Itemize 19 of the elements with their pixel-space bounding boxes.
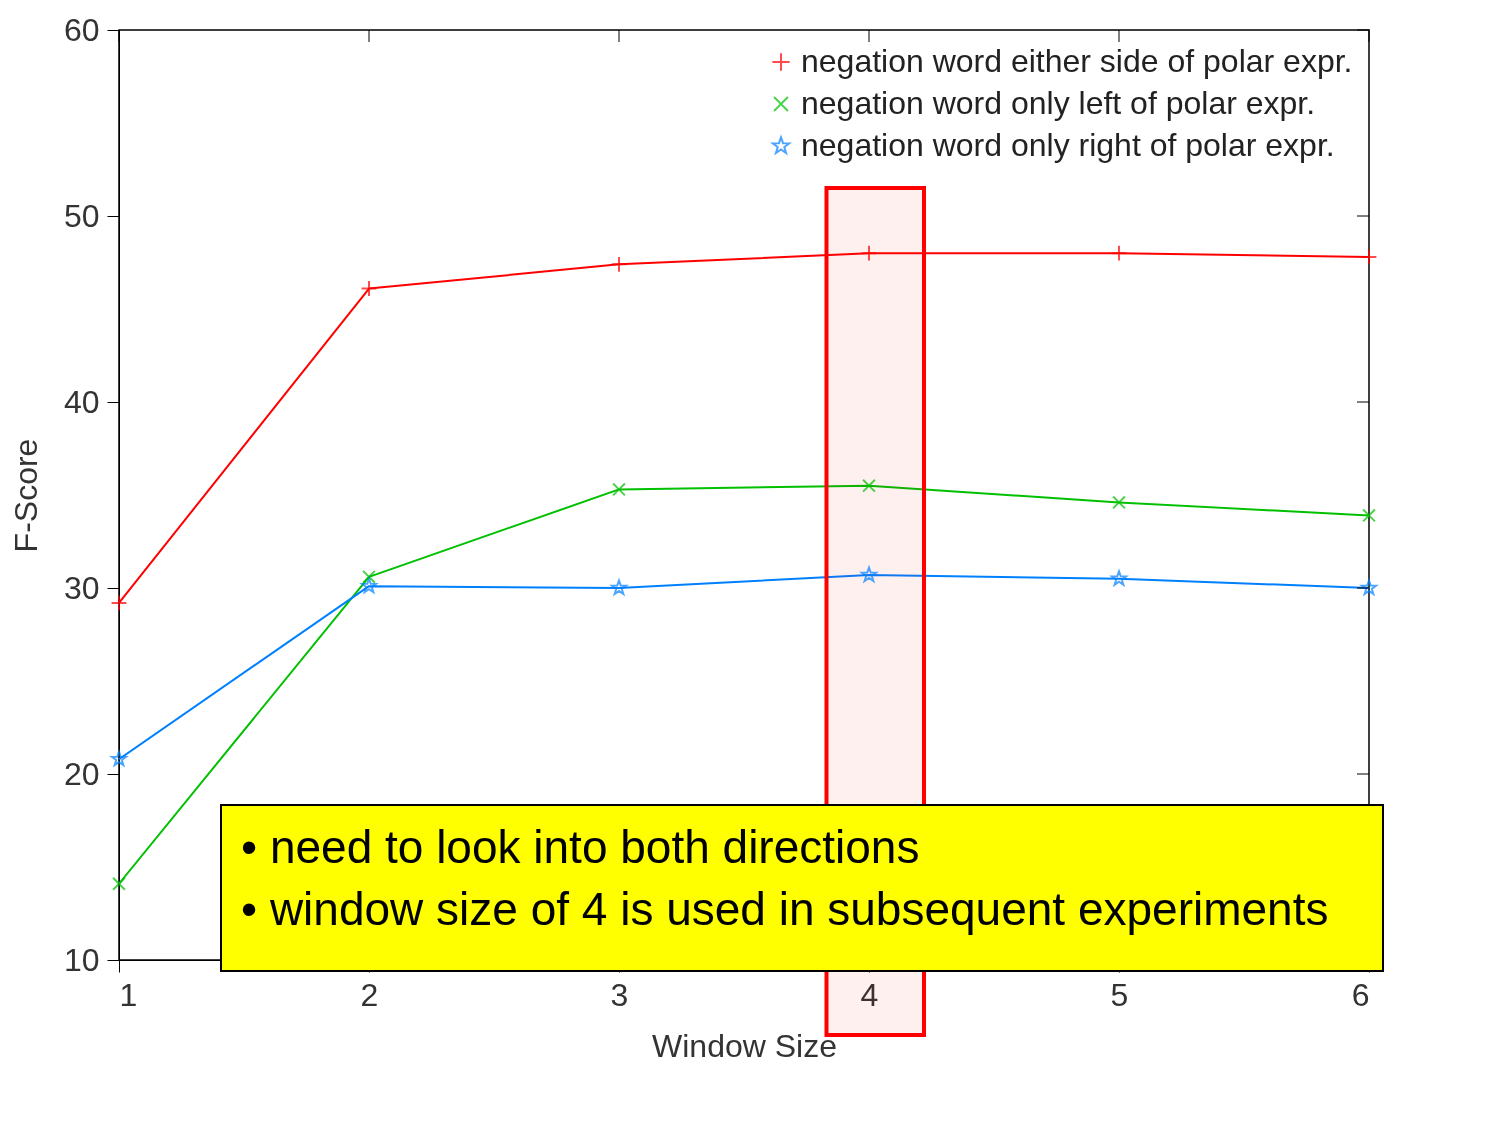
legend-label: negation word only left of polar expr. <box>801 85 1316 121</box>
x-tick-label: 3 <box>610 976 629 1013</box>
y-tick-label: 20 <box>63 755 100 792</box>
y-tick-label: 50 <box>63 197 100 234</box>
x-tick-label: 1 <box>119 976 138 1013</box>
y-axis-title: F-Score <box>7 438 44 553</box>
legend-label: negation word either side of polar expr. <box>801 43 1353 79</box>
annotation: • need to look into both directions <box>241 821 920 873</box>
y-tick-label: 10 <box>63 941 100 978</box>
x-axis-title: Window Size <box>652 1027 837 1064</box>
annotation: • window size of 4 is used in subsequent experiments <box>241 883 1329 935</box>
y-tick-label: 30 <box>63 569 100 606</box>
x-tick-label: 6 <box>1351 976 1370 1013</box>
x-tick-label: 2 <box>360 976 379 1013</box>
y-tick-label: 60 <box>63 11 100 48</box>
legend-label: negation word only right of polar expr. <box>801 127 1335 163</box>
y-tick-label: 40 <box>63 383 100 420</box>
x-tick-label: 5 <box>1110 976 1129 1013</box>
x-tick-label: 4 <box>860 976 879 1013</box>
